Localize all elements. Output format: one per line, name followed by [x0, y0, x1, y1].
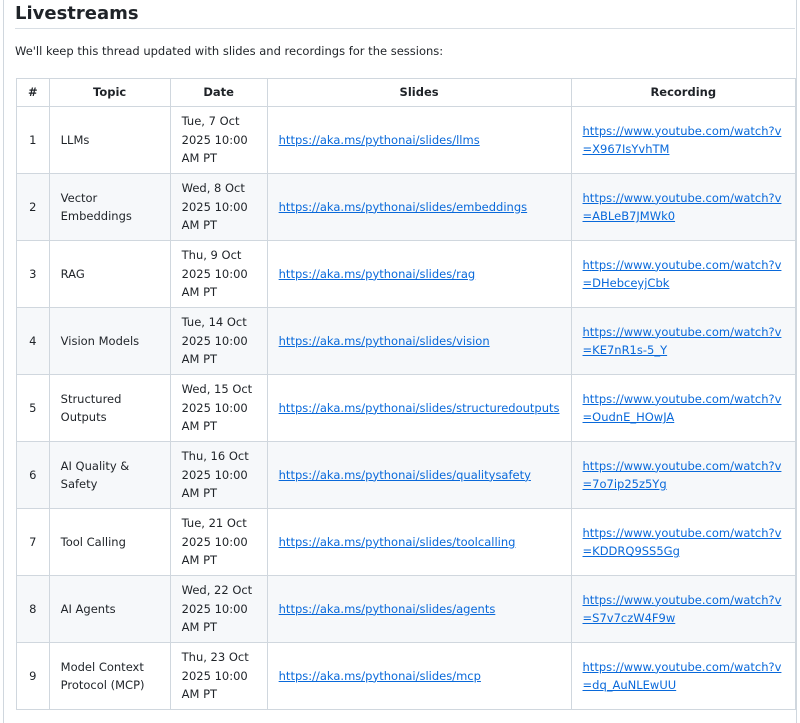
cell-slides: https://aka.ms/pythonai/slides/embedding…	[266, 173, 572, 241]
header-topic: Topic	[48, 78, 171, 107]
cell-topic: Vector Embeddings	[48, 173, 171, 241]
cell-date: Wed, 22 Oct 2025 10:00 AM PT	[169, 575, 268, 643]
slides-link[interactable]: https://aka.ms/pythonai/slides/llms	[278, 132, 480, 147]
cell-slides: https://aka.ms/pythonai/slides/toolcalli…	[266, 508, 572, 576]
cell-slides: https://aka.ms/pythonai/slides/mcp	[266, 642, 572, 710]
cell-number: 3	[16, 240, 50, 308]
cell-slides: https://aka.ms/pythonai/slides/rag	[266, 240, 572, 308]
recording-link[interactable]: https://www.youtube.com/watch?v=KE7nR1s-…	[582, 324, 782, 358]
header-slides: Slides	[266, 78, 572, 107]
table-row: 7 Tool Calling Tue, 21 Oct 2025 10:00 AM…	[16, 508, 797, 576]
section-heading: Livestreams	[15, 0, 795, 29]
cell-slides: https://aka.ms/pythonai/slides/structure…	[266, 374, 572, 442]
cell-date: Thu, 23 Oct 2025 10:00 AM PT	[169, 642, 268, 710]
cell-recording: https://www.youtube.com/watch?v=KE7nR1s-…	[570, 307, 797, 375]
cell-topic: AI Quality & Safety	[48, 441, 171, 509]
cell-number: 1	[16, 106, 50, 174]
cell-date: Tue, 14 Oct 2025 10:00 AM PT	[169, 307, 268, 375]
recording-link[interactable]: https://www.youtube.com/watch?v=X967IsYv…	[582, 123, 782, 157]
slides-link[interactable]: https://aka.ms/pythonai/slides/qualitysa…	[278, 467, 531, 482]
table-header-row: # Topic Date Slides Recording	[16, 78, 797, 107]
slides-link[interactable]: https://aka.ms/pythonai/slides/agents	[278, 601, 496, 616]
header-number: #	[16, 78, 50, 107]
cell-topic: Model Context Protocol (MCP)	[48, 642, 171, 710]
slides-link[interactable]: https://aka.ms/pythonai/slides/rag	[278, 266, 476, 281]
cell-number: 9	[16, 642, 50, 710]
cell-date: Tue, 7 Oct 2025 10:00 AM PT	[169, 106, 268, 174]
cell-topic: Structured Outputs	[48, 374, 171, 442]
recording-link[interactable]: https://www.youtube.com/watch?v=DHebceyj…	[582, 257, 782, 291]
header-date: Date	[169, 78, 268, 107]
cell-slides: https://aka.ms/pythonai/slides/llms	[266, 106, 572, 174]
header-recording: Recording	[570, 78, 797, 107]
table-row: 3 RAG Thu, 9 Oct 2025 10:00 AM PT https:…	[16, 240, 797, 308]
cell-date: Thu, 16 Oct 2025 10:00 AM PT	[169, 441, 268, 509]
cell-topic: Tool Calling	[48, 508, 171, 576]
cell-topic: RAG	[48, 240, 171, 308]
cell-slides: https://aka.ms/pythonai/slides/agents	[266, 575, 572, 643]
cell-number: 2	[16, 173, 50, 241]
cell-number: 7	[16, 508, 50, 576]
cell-topic: Vision Models	[48, 307, 171, 375]
cell-topic: LLMs	[48, 106, 171, 174]
cell-recording: https://www.youtube.com/watch?v=dq_AuNLE…	[570, 642, 797, 710]
table-row: 5 Structured Outputs Wed, 15 Oct 2025 10…	[16, 374, 797, 442]
cell-topic: AI Agents	[48, 575, 171, 643]
slides-link[interactable]: https://aka.ms/pythonai/slides/mcp	[278, 668, 481, 683]
cell-date: Tue, 21 Oct 2025 10:00 AM PT	[169, 508, 268, 576]
table-row: 6 AI Quality & Safety Thu, 16 Oct 2025 1…	[16, 441, 797, 509]
intro-text: We'll keep this thread updated with slid…	[15, 44, 444, 58]
cell-date: Thu, 9 Oct 2025 10:00 AM PT	[169, 240, 268, 308]
recording-link[interactable]: https://www.youtube.com/watch?v=ABLeB7JM…	[582, 190, 782, 224]
table-row: 1 LLMs Tue, 7 Oct 2025 10:00 AM PT https…	[16, 106, 797, 174]
cell-number: 5	[16, 374, 50, 442]
recording-link[interactable]: https://www.youtube.com/watch?v=dq_AuNLE…	[582, 659, 782, 693]
cell-recording: https://www.youtube.com/watch?v=OudnE_HO…	[570, 374, 797, 442]
cell-slides: https://aka.ms/pythonai/slides/vision	[266, 307, 572, 375]
table-row: 4 Vision Models Tue, 14 Oct 2025 10:00 A…	[16, 307, 797, 375]
table-row: 8 AI Agents Wed, 22 Oct 2025 10:00 AM PT…	[16, 575, 797, 643]
cell-number: 4	[16, 307, 50, 375]
recording-link[interactable]: https://www.youtube.com/watch?v=OudnE_HO…	[582, 391, 782, 425]
cell-date: Wed, 15 Oct 2025 10:00 AM PT	[169, 374, 268, 442]
cell-recording: https://www.youtube.com/watch?v=X967IsYv…	[570, 106, 797, 174]
slides-link[interactable]: https://aka.ms/pythonai/slides/toolcalli…	[278, 534, 516, 549]
slides-link[interactable]: https://aka.ms/pythonai/slides/structure…	[278, 400, 560, 415]
table-row: 2 Vector Embeddings Wed, 8 Oct 2025 10:0…	[16, 173, 797, 241]
cell-recording: https://www.youtube.com/watch?v=DHebceyj…	[570, 240, 797, 308]
livestreams-table: # Topic Date Slides Recording 1 LLMs Tue…	[16, 78, 797, 710]
cell-recording: https://www.youtube.com/watch?v=ABLeB7JM…	[570, 173, 797, 241]
cell-recording: https://www.youtube.com/watch?v=S7v7czW4…	[570, 575, 797, 643]
cell-slides: https://aka.ms/pythonai/slides/qualitysa…	[266, 441, 572, 509]
recording-link[interactable]: https://www.youtube.com/watch?v=KDDRQ9SS…	[582, 525, 782, 559]
slides-link[interactable]: https://aka.ms/pythonai/slides/embedding…	[278, 199, 528, 214]
recording-link[interactable]: https://www.youtube.com/watch?v=S7v7czW4…	[582, 592, 782, 626]
slides-link[interactable]: https://aka.ms/pythonai/slides/vision	[278, 333, 490, 348]
cell-number: 6	[16, 441, 50, 509]
content-frame	[3, 0, 797, 723]
cell-date: Wed, 8 Oct 2025 10:00 AM PT	[169, 173, 268, 241]
cell-recording: https://www.youtube.com/watch?v=7o7ip25z…	[570, 441, 797, 509]
recording-link[interactable]: https://www.youtube.com/watch?v=7o7ip25z…	[582, 458, 782, 492]
cell-number: 8	[16, 575, 50, 643]
cell-recording: https://www.youtube.com/watch?v=KDDRQ9SS…	[570, 508, 797, 576]
table-row: 9 Model Context Protocol (MCP) Thu, 23 O…	[16, 642, 797, 710]
